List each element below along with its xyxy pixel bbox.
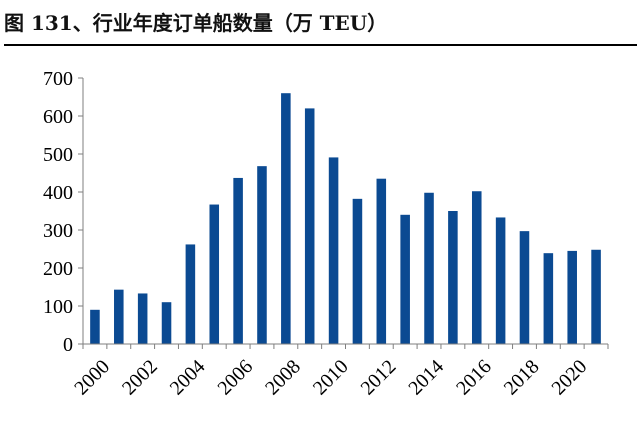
bar-2019 [543, 253, 554, 344]
bar-2011 [352, 198, 363, 344]
x-tick-label: 2000 [70, 356, 114, 400]
bar-2012 [376, 178, 387, 344]
bar-2009 [304, 108, 315, 345]
y-tick-label: 300 [43, 220, 73, 242]
bar-2006 [233, 177, 243, 344]
y-tick-label: 500 [43, 144, 73, 166]
y-axis: 0 100 200 300 400 500 600 700 [43, 68, 84, 356]
y-tick-label: 600 [43, 106, 73, 128]
bar-2018 [519, 231, 530, 344]
x-tick-label: 2012 [357, 356, 401, 400]
bars [90, 93, 601, 345]
bar-2002 [137, 293, 148, 344]
bar-2008 [281, 93, 291, 344]
y-tick-label: 100 [43, 296, 73, 318]
y-tick-label: 700 [43, 68, 73, 90]
x-tick-label: 2020 [548, 356, 592, 400]
y-tick-label: 0 [63, 334, 73, 356]
bar-2020 [567, 250, 577, 344]
x-tick-label: 2018 [500, 356, 544, 400]
x-tick-label: 2014 [404, 356, 448, 400]
bar-2016 [471, 191, 482, 344]
bar-2004 [185, 244, 196, 344]
bar-2010 [328, 157, 339, 344]
x-tick-label: 2006 [213, 356, 257, 400]
y-tick-label: 200 [43, 258, 73, 280]
y-tick-label: 400 [43, 182, 73, 204]
bar-2000 [90, 309, 100, 344]
x-tick-label: 2008 [261, 356, 305, 400]
bar-2017 [495, 217, 506, 344]
x-axis: 2000 2002 2004 2006 2008 2010 2012 2014 2016 2018… [70, 343, 609, 400]
title-underline [4, 44, 637, 46]
bar-2007 [257, 166, 267, 344]
bar-2013 [400, 214, 410, 344]
bar-2001 [114, 289, 124, 344]
bar-2014 [424, 192, 434, 344]
x-tick-label: 2010 [309, 356, 353, 400]
bar-2015 [448, 211, 458, 344]
bar-2003 [161, 302, 172, 344]
x-tick-label: 2016 [452, 356, 496, 400]
x-tick-label: 2002 [118, 356, 162, 400]
bar-2021 [591, 249, 601, 344]
bar-2005 [209, 204, 220, 344]
chart-title: 图 131、行业年度订单船数量（万 TEU） [4, 11, 388, 35]
x-tick-label: 2004 [166, 356, 210, 400]
